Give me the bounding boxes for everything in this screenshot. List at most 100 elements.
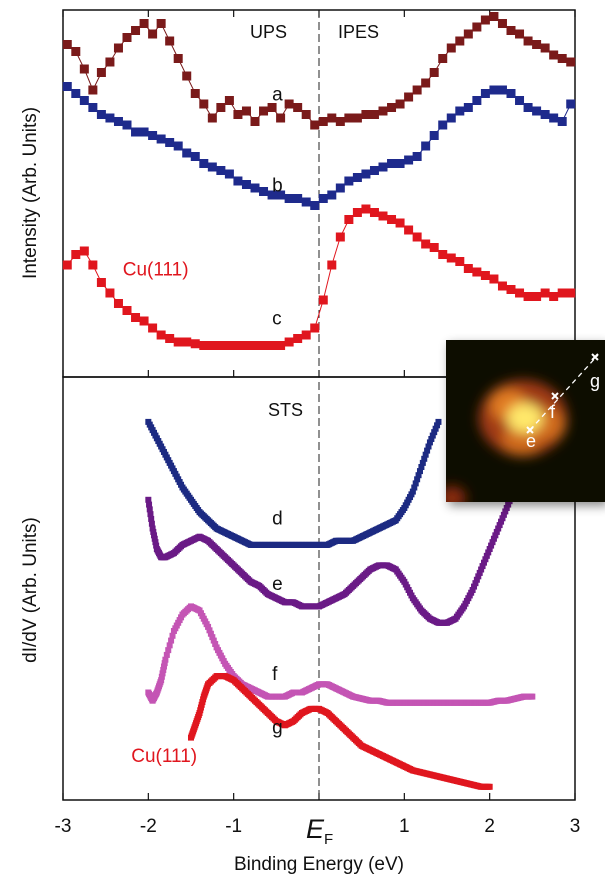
- cu111-label: Cu(111): [131, 746, 197, 767]
- data-point: [529, 693, 536, 700]
- data-point: [241, 106, 251, 116]
- fermi-label-main: E: [306, 814, 325, 844]
- data-point: [471, 583, 478, 590]
- data-point: [293, 334, 303, 343]
- data-point: [212, 640, 219, 647]
- data-point: [480, 15, 490, 25]
- data-point: [96, 110, 106, 119]
- data-point: [438, 120, 448, 130]
- data-point: [387, 103, 397, 112]
- data-point: [540, 43, 550, 53]
- data-point: [233, 110, 243, 119]
- data-point: [429, 68, 439, 77]
- curve-label-e: e: [272, 574, 283, 595]
- data-point: [378, 162, 388, 172]
- data-point: [250, 117, 260, 126]
- data-point: [148, 515, 155, 522]
- data-point: [209, 634, 216, 641]
- data-point: [173, 337, 183, 347]
- data-point: [503, 505, 510, 511]
- data-point: [163, 651, 170, 658]
- data-point: [318, 117, 328, 126]
- data-point: [335, 232, 345, 242]
- data-point: [162, 656, 169, 663]
- data-point: [293, 103, 303, 112]
- data-point: [395, 99, 405, 109]
- x-tick-label: 2: [484, 816, 495, 837]
- data-point: [429, 243, 439, 252]
- data-point: [96, 278, 106, 287]
- data-point: [250, 183, 260, 193]
- data-point: [327, 260, 337, 270]
- data-point: [369, 166, 379, 175]
- data-point: [216, 341, 226, 350]
- data-point: [479, 563, 486, 570]
- data-point: [557, 117, 567, 126]
- data-point: [557, 288, 567, 298]
- curve-label-d: d: [272, 508, 283, 529]
- data-point: [173, 141, 183, 151]
- data-point: [412, 152, 422, 161]
- data-point: [147, 511, 154, 518]
- data-point: [463, 264, 473, 273]
- lower-panel-plot: [145, 418, 536, 790]
- data-point: [387, 215, 397, 224]
- data-point: [495, 525, 502, 532]
- data-point: [523, 103, 533, 112]
- data-point: [250, 341, 260, 350]
- data-point: [532, 292, 542, 301]
- data-point: [446, 113, 456, 123]
- data-point: [159, 670, 166, 677]
- data-point: [207, 162, 217, 172]
- data-point: [361, 204, 371, 214]
- y-axis-label-lower: dI/dV (Arb. Units): [20, 517, 41, 663]
- data-point: [455, 257, 465, 266]
- data-point: [131, 127, 141, 137]
- data-point: [483, 552, 490, 559]
- data-point: [165, 334, 175, 343]
- x-tick-label: -2: [140, 816, 157, 837]
- curve-label-c: c: [272, 309, 282, 330]
- data-point: [310, 323, 320, 333]
- data-point: [497, 281, 507, 291]
- data-point: [472, 96, 482, 105]
- data-point: [500, 511, 507, 518]
- data-point: [557, 54, 567, 63]
- data-point: [122, 33, 132, 42]
- data-point: [489, 85, 499, 95]
- data-point: [318, 194, 328, 203]
- data-point: [424, 447, 431, 454]
- data-point: [404, 225, 414, 235]
- x-tick-label: 3: [570, 816, 581, 837]
- data-point: [352, 208, 362, 217]
- data-point: [361, 169, 371, 179]
- data-point: [432, 425, 439, 432]
- data-point: [489, 12, 499, 21]
- data-point: [182, 337, 192, 347]
- data-point: [327, 113, 337, 123]
- data-point: [482, 556, 489, 563]
- data-point: [267, 103, 277, 112]
- data-point: [199, 341, 209, 350]
- ups-label: UPS: [250, 22, 287, 42]
- inset-label-f: f: [550, 402, 556, 422]
- data-point: [540, 110, 550, 119]
- data-point: [62, 260, 72, 270]
- fermi-label-sub: F: [324, 831, 333, 848]
- data-point: [88, 260, 98, 270]
- data-point: [463, 103, 473, 112]
- data-point: [532, 40, 542, 49]
- series-1-3: [188, 673, 493, 790]
- marker-g: [591, 353, 599, 361]
- data-point: [378, 211, 388, 221]
- data-point: [96, 68, 106, 77]
- data-point: [335, 183, 345, 193]
- data-point: [335, 117, 345, 126]
- data-point: [426, 439, 433, 446]
- data-point: [182, 148, 192, 158]
- data-point: [532, 106, 542, 116]
- data-point: [139, 316, 149, 326]
- data-point: [168, 637, 175, 644]
- data-point: [276, 113, 286, 123]
- series-0-1: [62, 82, 576, 210]
